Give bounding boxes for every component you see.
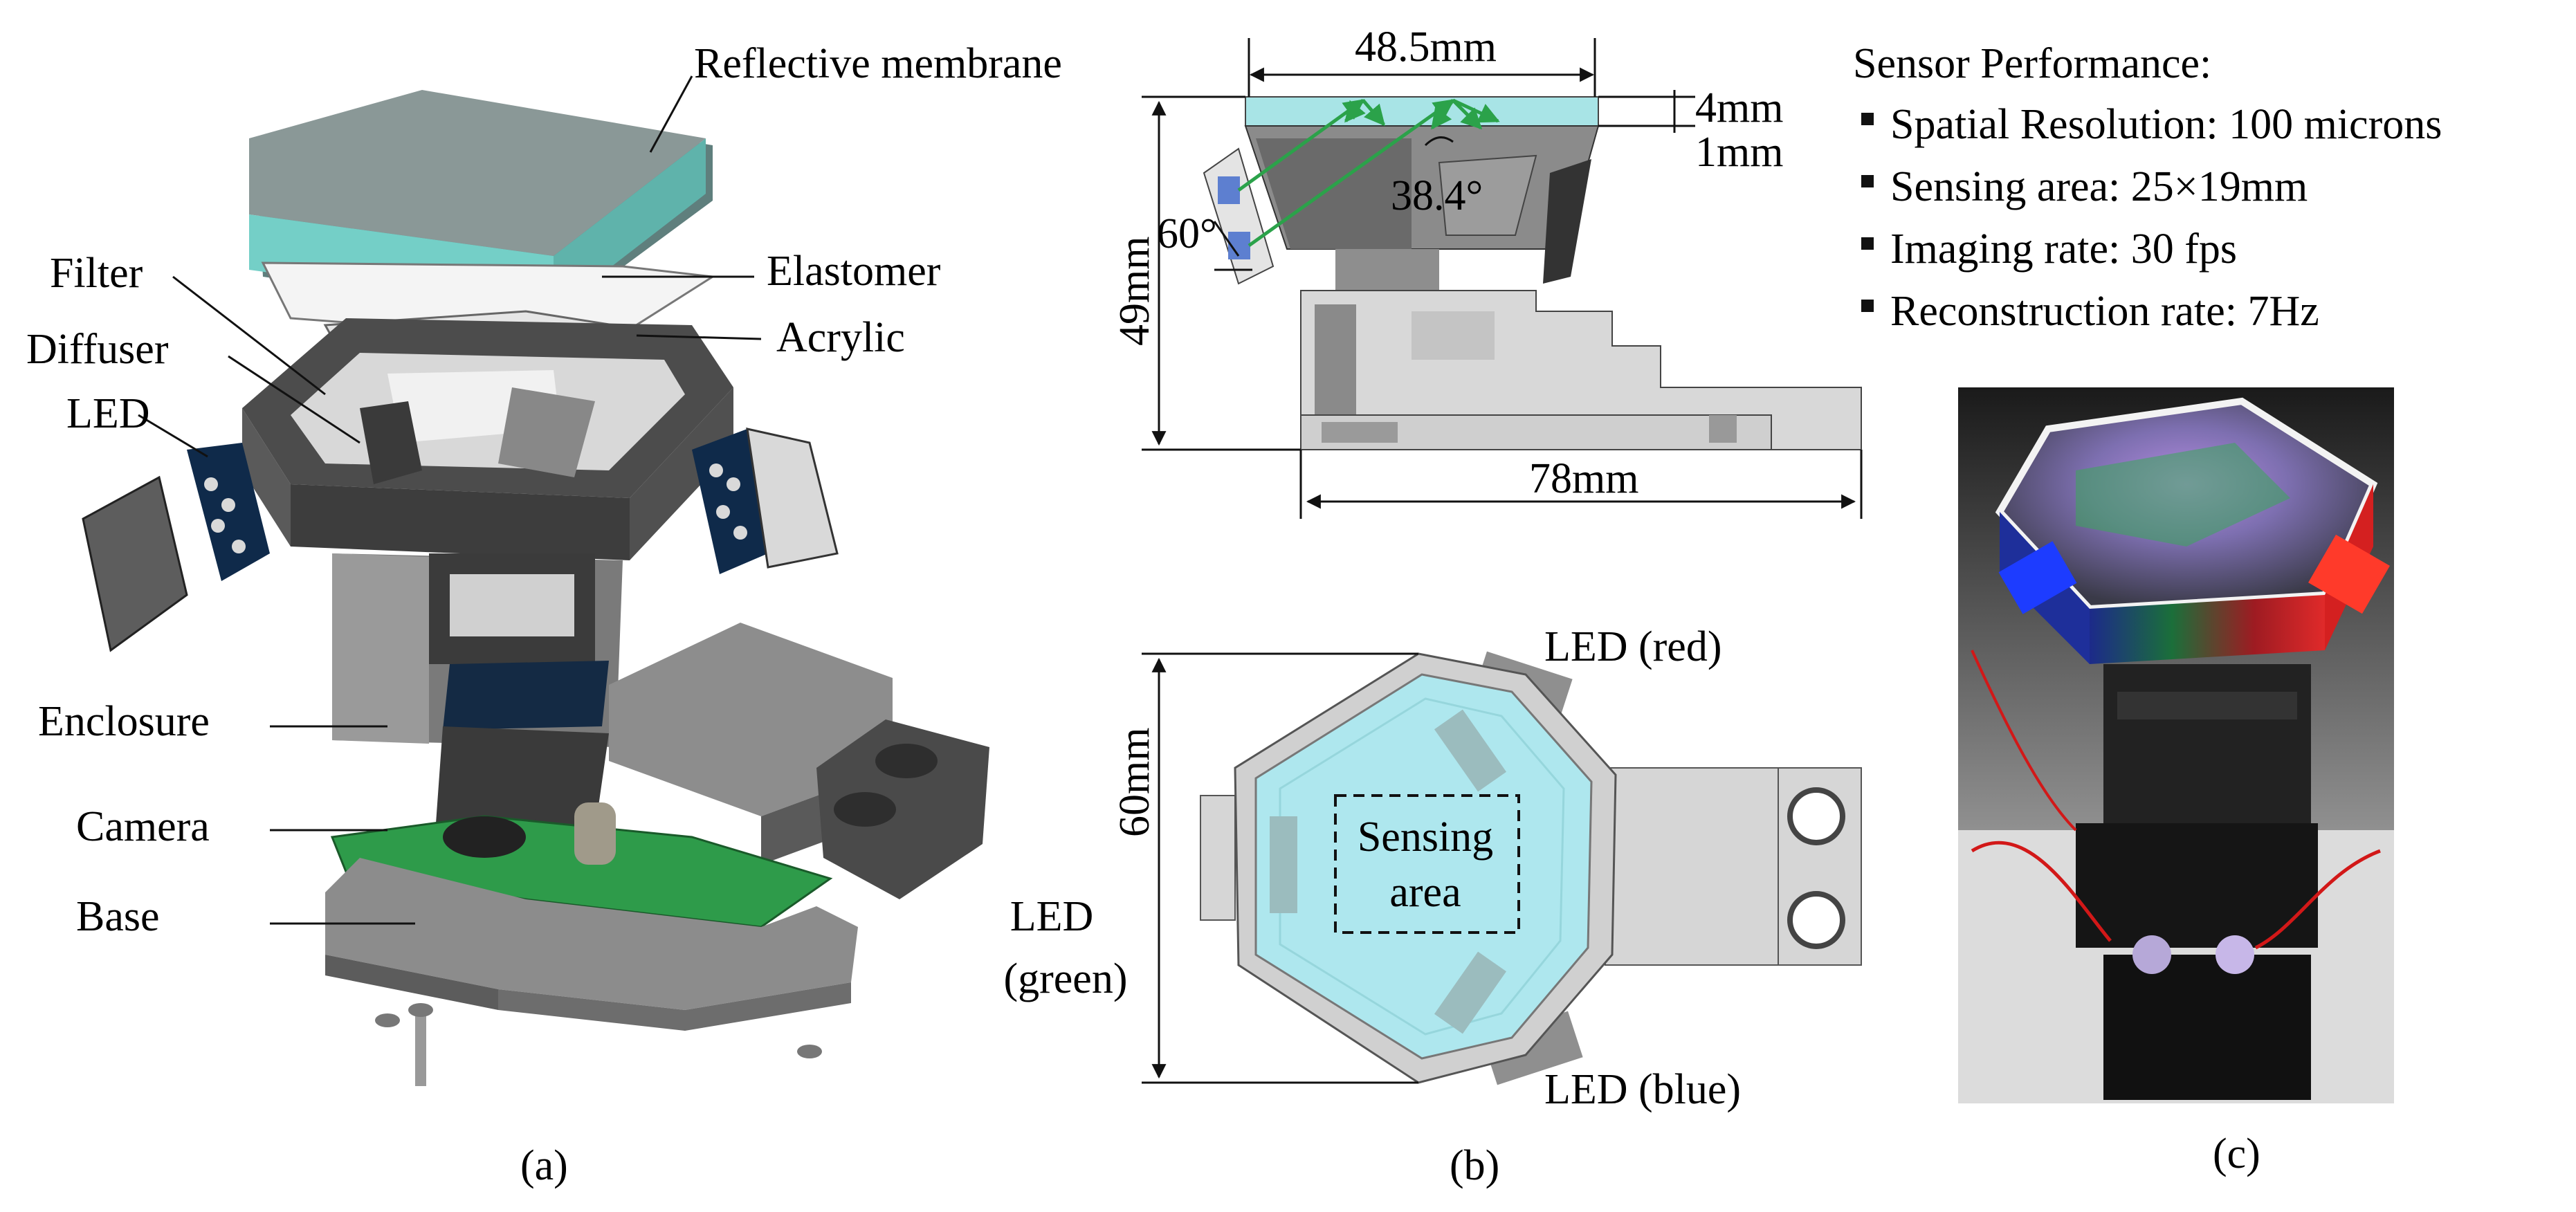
- label-led: LED: [66, 390, 150, 437]
- label-led-green-1: LED: [1010, 893, 1094, 940]
- label-sensing-1: Sensing: [1358, 814, 1493, 861]
- angle-arc: [1424, 136, 1454, 147]
- base-part: [325, 858, 858, 1031]
- diffuser-panel: [360, 401, 422, 484]
- top-dimension-lines: [1142, 652, 1418, 1084]
- led-board-left: [82, 443, 270, 652]
- bullet-icon: [1861, 237, 1874, 250]
- panel-a-leaders: [138, 75, 762, 925]
- dim-angle-light: 38.4°: [1391, 172, 1483, 219]
- dim-height: 49mm: [1111, 237, 1158, 346]
- label-camera: Camera: [76, 803, 210, 850]
- enclosure-rear-block: [609, 623, 989, 899]
- dim-angle-led: 60°: [1157, 210, 1217, 257]
- performance-title: Sensor Performance:: [1853, 40, 2211, 87]
- enclosure-part: [242, 318, 733, 747]
- caption-c: (c): [2213, 1130, 2260, 1177]
- light-rays: [1237, 98, 1500, 248]
- label-sensing-2: area: [1389, 869, 1461, 916]
- bullet-icon: [1861, 300, 1874, 312]
- filter-panel: [498, 387, 595, 477]
- label-led-green-2: (green): [1004, 955, 1128, 1002]
- camera-body: [436, 726, 609, 830]
- side-view-drawing: [1203, 96, 1862, 450]
- camera-lens: [443, 816, 526, 858]
- label-base: Base: [76, 893, 160, 940]
- label-reflective-membrane: Reflective membrane: [694, 40, 1062, 87]
- panel-c-performance: Sensor Performance: Spatial Resolution: …: [1853, 40, 2442, 1177]
- panel-b-dimension-views: 48.5mm 4mm 1mm 49mm 60° 38.4° 78mm: [1004, 24, 1863, 1189]
- bullet-icon: [1861, 113, 1874, 125]
- label-acrylic: Acrylic: [776, 314, 905, 361]
- label-enclosure: Enclosure: [38, 698, 210, 745]
- panel-a-exploded-view: Reflective membrane Filter Diffuser LED …: [26, 40, 1062, 1189]
- dim-gap: 1mm: [1695, 129, 1783, 176]
- performance-item: Sensing area: 25×19mm: [1890, 163, 2308, 210]
- dim-top-size: 60mm: [1111, 728, 1158, 837]
- label-elastomer: Elastomer: [767, 248, 941, 295]
- label-led-blue: LED (blue): [1544, 1066, 1741, 1113]
- side-dimension-lines: [1142, 38, 1863, 519]
- bullet-icon: [1861, 175, 1874, 187]
- performance-item: Imaging rate: 30 fps: [1890, 226, 2237, 273]
- dim-width-total: 78mm: [1529, 455, 1638, 502]
- dim-width-top: 48.5mm: [1355, 24, 1497, 71]
- performance-item: Spatial Resolution: 100 microns: [1890, 101, 2442, 148]
- caption-b: (b): [1450, 1142, 1499, 1189]
- sensor-photo: [1958, 387, 2394, 1103]
- label-filter: Filter: [50, 250, 143, 297]
- label-diffuser: Diffuser: [26, 326, 169, 373]
- led-board-right: [692, 428, 839, 574]
- label-led-red: LED (red): [1544, 623, 1721, 670]
- screws: [375, 1003, 822, 1086]
- performance-list: Spatial Resolution: 100 microns Sensing …: [1861, 101, 2442, 335]
- top-view-drawing: [1200, 651, 1862, 1085]
- camera-window: [443, 661, 609, 730]
- dim-membrane-thickness: 4mm: [1695, 84, 1783, 131]
- capacitor: [574, 802, 616, 865]
- performance-item: Reconstruction rate: 7Hz: [1890, 288, 2319, 335]
- caption-a: (a): [520, 1142, 568, 1189]
